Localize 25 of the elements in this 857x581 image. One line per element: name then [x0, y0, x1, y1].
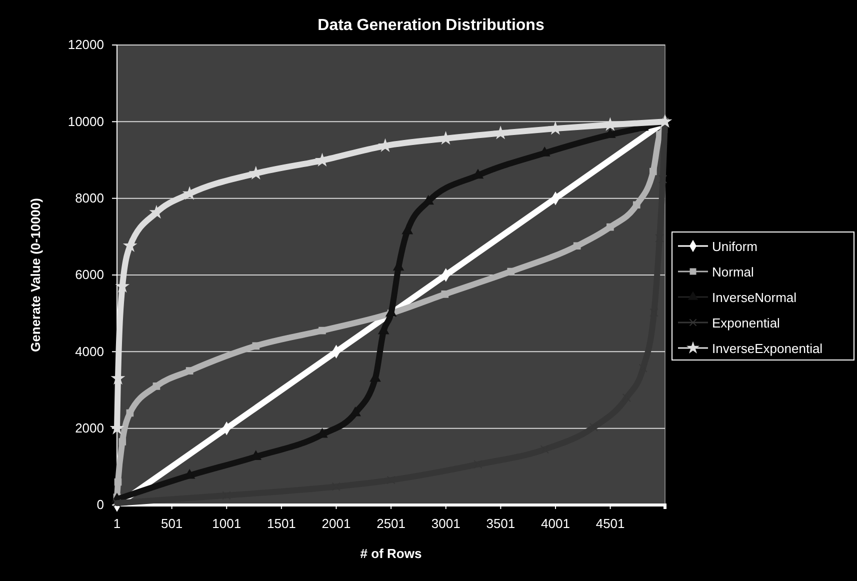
x-tick-label: 1501 — [266, 516, 296, 532]
x-tick-label: 3001 — [431, 516, 460, 532]
legend-label: InverseNormal — [712, 290, 797, 305]
legend-label: Exponential — [712, 316, 780, 330]
x-tick-label: 2001 — [322, 516, 351, 532]
y-tick-label: 4000 — [75, 344, 104, 359]
x-tick-label: 4001 — [541, 516, 570, 532]
x-tick-label: 501 — [160, 516, 183, 532]
y-tick-label: 8000 — [75, 190, 104, 206]
x-tick-label: 3501 — [486, 516, 516, 532]
y-tick-label: 2000 — [75, 420, 104, 436]
y-tick-label: 12000 — [68, 37, 104, 52]
legend-label: Uniform — [712, 239, 758, 254]
legend-label: Normal — [712, 264, 754, 280]
x-tick-label: 2501 — [376, 516, 406, 532]
y-tick-label: 10000 — [68, 114, 104, 129]
y-tick-label: 0 — [96, 497, 104, 512]
y-axis-title: Generate Value (0-10000) — [28, 198, 43, 352]
legend-label: InverseExponential — [712, 341, 823, 356]
x-tick-label: 1001 — [212, 516, 242, 532]
y-tick-label: 6000 — [75, 267, 104, 282]
x-axis-title: # of Rows — [360, 546, 422, 561]
chart-title: Data Generation Distributions — [318, 17, 544, 34]
x-tick-label: 1 — [113, 516, 121, 532]
x-tick-label: 4501 — [596, 516, 625, 532]
